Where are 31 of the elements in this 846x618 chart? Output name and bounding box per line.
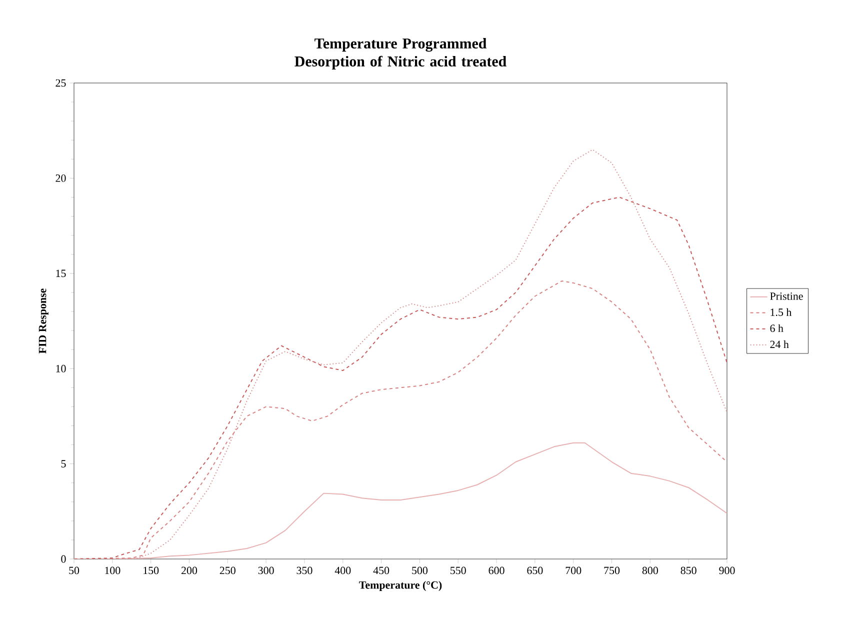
x-axis-title: Temperature (°C) (359, 581, 442, 591)
x-tick-label: 200 (182, 566, 198, 574)
legend-label: Pristine (770, 292, 803, 300)
x-tick-label: 500 (412, 566, 428, 574)
x-tick-label: 50 (69, 566, 80, 574)
x-tick-label: 100 (105, 566, 120, 574)
x-tick-label: 400 (334, 566, 351, 574)
x-tick-label: 850 (680, 566, 696, 574)
legend-label: 6 h (770, 324, 784, 332)
y-tick-label: 15 (56, 270, 66, 278)
y-tick-label: 25 (56, 79, 66, 87)
y-tick-label: 5 (61, 460, 66, 468)
x-tick-label: 700 (566, 566, 582, 574)
x-tick-label: 300 (258, 566, 274, 574)
x-tick-label: 150 (144, 566, 159, 574)
y-tick-label: 0 (61, 555, 66, 563)
x-tick-label: 250 (220, 566, 236, 574)
legend-label: 24 h (770, 340, 789, 348)
x-tick-label: 650 (527, 566, 543, 574)
chart-title: Temperature Programmed Desorption of Nitric acid treated (294, 38, 506, 70)
x-tick-label: 900 (719, 566, 735, 574)
x-tick-label: 600 (488, 566, 504, 574)
y-tick-label: 10 (56, 364, 66, 372)
y-tick-label: 20 (56, 174, 66, 182)
x-tick-label: 800 (642, 566, 658, 574)
x-tick-label: 350 (296, 566, 312, 574)
legend-label: 1.5 h (770, 308, 792, 316)
x-tick-label: 750 (604, 566, 620, 574)
x-tick-label: 450 (373, 566, 390, 574)
x-tick-label: 550 (450, 566, 466, 574)
y-axis-title: FID Response (38, 288, 48, 354)
